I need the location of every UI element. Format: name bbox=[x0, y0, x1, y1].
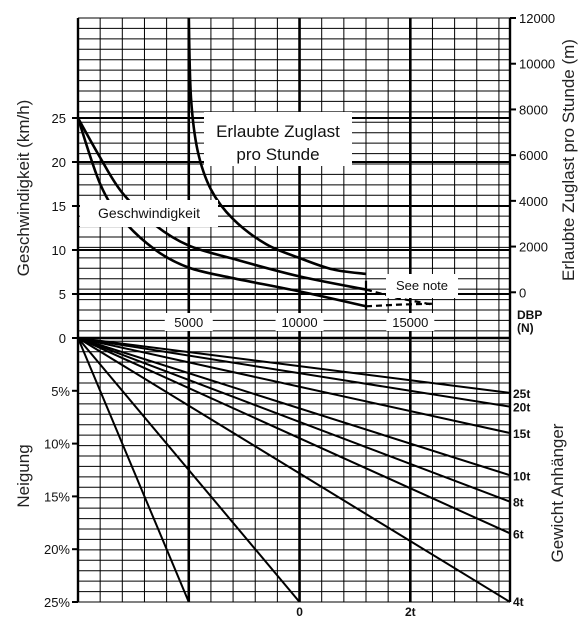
speed-tick-label: 15 bbox=[52, 199, 66, 214]
grade-line bbox=[77, 337, 511, 435]
load-tick-label: 10000 bbox=[519, 57, 555, 72]
grade-tick-label: 5% bbox=[51, 384, 70, 399]
grade-line bbox=[77, 337, 511, 603]
grade-tick-label: 25% bbox=[44, 595, 70, 610]
chart-curves bbox=[76, 17, 511, 603]
grade-tick-label: 10% bbox=[44, 437, 70, 452]
load-annotation-line1: Erlaubte Zuglast bbox=[216, 122, 340, 141]
speed-label-box bbox=[80, 200, 218, 227]
speed-annotation: Geschwindigkeit bbox=[98, 205, 200, 221]
speed-tick-label: 0 bbox=[59, 331, 66, 346]
speed-curve bbox=[76, 117, 367, 291]
weight-label-box bbox=[512, 426, 536, 442]
grade-line bbox=[77, 337, 511, 503]
grade-tick-label: 20% bbox=[44, 542, 70, 557]
grade-tick-label: 15% bbox=[44, 489, 70, 504]
dbp-label-box bbox=[386, 313, 435, 331]
chart-labels: Geschwindigkeit (km/h) Erlaubte Zuglast … bbox=[14, 11, 578, 619]
dbp-tick-label: 10000 bbox=[281, 315, 317, 330]
load-tick-label: 0 bbox=[519, 285, 526, 300]
dbp-label-box bbox=[164, 313, 213, 331]
weight-label-box bbox=[512, 526, 536, 542]
load-tick-label: 2000 bbox=[519, 240, 548, 255]
weight-tick-label: 15t bbox=[513, 427, 530, 441]
grade-line bbox=[77, 337, 511, 535]
speed-tick-label: 25 bbox=[52, 111, 66, 126]
note-label-box bbox=[386, 274, 458, 298]
note-annotation: See note bbox=[396, 278, 448, 293]
load-curve bbox=[187, 17, 367, 276]
left-lower-axis-title: Neigung bbox=[14, 444, 33, 507]
weight-tick-label: 25t bbox=[513, 387, 530, 401]
right-lower-axis-title: Gewicht Anhänger bbox=[548, 423, 567, 562]
weight-label-box bbox=[512, 468, 536, 484]
dbp-unit-label: DBP bbox=[517, 308, 542, 322]
left-upper-axis-title: Geschwindigkeit (km/h) bbox=[14, 100, 33, 277]
dbp-tick-label: 5000 bbox=[174, 315, 203, 330]
load-label-box bbox=[204, 112, 352, 166]
weight-label-box bbox=[512, 385, 536, 401]
grade-line bbox=[77, 337, 190, 603]
load-tick-label: 6000 bbox=[519, 148, 548, 163]
load-tick-label: 12000 bbox=[519, 11, 555, 26]
load-tick-label: 8000 bbox=[519, 102, 548, 117]
speed-curve bbox=[76, 117, 367, 308]
weight-tick-label: 8t bbox=[513, 496, 524, 510]
chart-grid bbox=[76, 17, 512, 603]
grade-line bbox=[77, 337, 511, 394]
dbp-unit-sub: (N) bbox=[517, 321, 534, 335]
speed-tick-label: 5 bbox=[59, 287, 66, 302]
weight-tick-label: 6t bbox=[513, 527, 524, 541]
dbp-tick-label: 15000 bbox=[392, 315, 428, 330]
weight-label-box bbox=[512, 594, 536, 609]
weight-tick-label: 20t bbox=[513, 401, 530, 415]
dashed-curve bbox=[365, 302, 433, 308]
bottom-tick-label: 0 bbox=[296, 605, 303, 619]
grade-line bbox=[77, 337, 511, 408]
speed-tick-label: 10 bbox=[52, 243, 66, 258]
grade-line bbox=[77, 337, 511, 477]
weight-label-box bbox=[512, 494, 536, 510]
bottom-tick-label: 2t bbox=[405, 605, 416, 619]
dashed-curve bbox=[365, 288, 433, 306]
right-upper-axis-title: Erlaubte Zuglast pro Stunde (m) bbox=[559, 39, 578, 281]
chart-annotations: Geschwindigkeit Erlaubte Zuglast pro Stu… bbox=[80, 112, 458, 298]
speed-tick-label: 20 bbox=[52, 155, 66, 170]
weight-tick-label: 10t bbox=[513, 469, 530, 483]
weight-label-box bbox=[512, 399, 536, 415]
weight-tick-label: 4t bbox=[513, 595, 524, 609]
dbp-label-box bbox=[275, 313, 324, 331]
grade-line bbox=[77, 337, 301, 603]
load-tick-label: 4000 bbox=[519, 194, 548, 209]
load-annotation-line2: pro Stunde bbox=[236, 145, 319, 164]
